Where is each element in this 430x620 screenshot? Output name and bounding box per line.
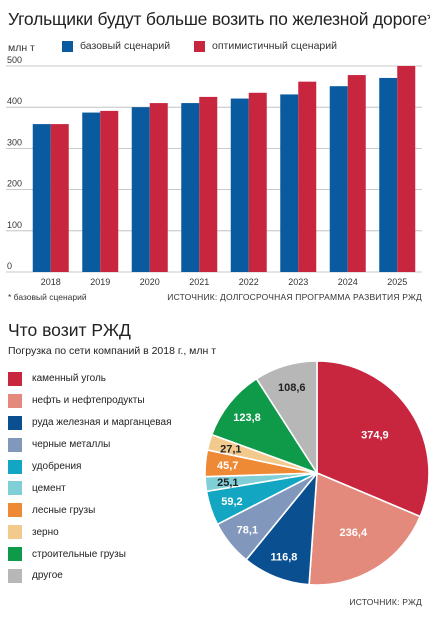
legend-swatch [8,547,22,562]
source-2: ИСТОЧНИК: РЖД [349,597,422,607]
bar-optimistic-2018 [50,124,69,272]
pie-slice [255,360,318,476]
legend-item: черные металлы [8,434,218,456]
legend-item: нефть и нефтепродукты [8,390,218,412]
pie-value-label: 25,1 [217,477,238,489]
y-tick-label: 100 [7,220,22,230]
legend-optimistic-swatch [194,40,205,52]
x-tick-label: 2022 [239,277,259,287]
legend-swatch [8,437,22,452]
legend-label: цемент [32,482,66,494]
legend-label: другое [32,570,63,582]
pie-value-label: 108,6 [278,382,306,394]
legend-optimistic-label: оптимистичный сценарий [212,40,338,52]
legend-swatch [8,503,22,518]
legend-swatch [8,371,22,386]
pie-value-label: 123,8 [233,412,261,424]
pie-value-label: 59,2 [221,496,242,508]
footnote: * базовый сценарий [8,292,87,302]
legend-item: каменный уголь [8,368,218,390]
legend-base-label: базовый сценарий [80,40,171,52]
legend-item: лесные грузы [8,499,218,521]
legend-swatch [8,415,22,430]
unit-label: млн т [8,42,35,54]
pie-slice [308,471,422,586]
cargo-chart-subtitle: Погрузка по сети компаний в 2018 г., млн… [8,345,217,357]
bar-base-2019 [82,112,101,272]
legend-swatch [8,459,22,474]
x-tick-label: 2019 [90,277,110,287]
legend-base: базовый сценарий [62,40,170,52]
legend-label: строительные грузы [32,548,126,560]
legend-swatch [8,393,22,408]
legend-base-swatch [62,40,73,52]
x-tick-label: 2023 [288,277,308,287]
pie-value-label: 27,1 [220,443,241,455]
legend-swatch [8,481,22,496]
pie-value-label: 236,4 [340,527,368,539]
pie-value-label: 374,9 [361,430,389,442]
x-tick-label: 2025 [387,277,407,287]
bar-optimistic-2022 [248,92,267,272]
legend-item: удобрения [8,456,218,478]
y-tick-label: 200 [7,179,22,189]
legend-label: нефть и нефтепродукты [32,395,145,407]
legend-item: другое [8,565,218,587]
legend-label: зерно [32,526,59,538]
pie-value-label: 78,1 [237,524,258,536]
legend-label: удобрения [32,461,82,472]
cargo-chart-title: Что возит РЖД [8,320,131,340]
bar-optimistic-2020 [149,103,168,272]
x-tick-label: 2020 [140,277,160,287]
bar-base-2018 [32,124,51,272]
y-tick-label: 300 [7,137,22,147]
bar-optimistic-2025 [397,66,416,272]
source-1: ИСТОЧНИК: ДОЛГОСРОЧНАЯ ПРОГРАММА РАЗВИТИ… [167,292,422,302]
pie-value-label: 116,8 [271,551,298,563]
x-tick-label: 2018 [41,277,61,287]
pie-slice [316,360,430,518]
bar-optimistic-2019 [100,110,119,273]
y-tick-label: 400 [7,96,22,106]
bar-base-2022 [230,98,249,272]
legend-item: зерно [8,521,218,543]
bar-base-2024 [329,86,348,272]
x-tick-label: 2021 [189,277,209,287]
legend-label: лесные грузы [32,504,96,516]
legend-label: руда железная и марганцевая [32,417,172,429]
bar-base-2020 [131,107,150,272]
coal-chart-title: Угольщики будут больше возить по железно… [8,9,430,29]
bar-optimistic-2023 [298,81,317,272]
legend-swatch [8,525,22,540]
legend-item: строительные грузы [8,543,218,565]
legend-item: цемент [8,477,218,499]
legend-label: каменный уголь [32,373,107,385]
bar-optimistic-2021 [199,96,218,273]
y-tick-label: 0 [7,261,12,271]
legend-label: черные металлы [32,439,111,451]
bar-base-2025 [379,77,398,272]
bar-base-2021 [181,103,200,272]
legend-item: руда железная и марганцевая [8,412,218,434]
x-tick-label: 2024 [338,277,358,287]
bar-base-2023 [280,94,299,272]
bar-chart: 0 100 200 300 400 500 2018 2019 2020 2021 2022 2023… [6,55,422,287]
legend-optimistic: оптимистичный сценарий [194,40,337,52]
cargo-legend: каменный уголь нефть и нефтепродукты руда … [8,368,218,587]
bar-optimistic-2024 [347,75,366,273]
pie-slice [210,377,319,475]
legend-swatch [8,568,22,583]
pie-value-label: 45,7 [217,460,238,472]
y-tick-label: 500 [7,55,22,65]
